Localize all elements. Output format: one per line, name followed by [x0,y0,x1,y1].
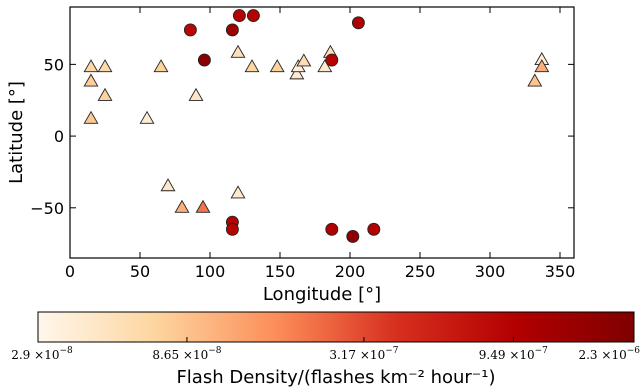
triangle-point [83,59,99,73]
y-tick-label: 50 [44,55,64,74]
triangle-point [269,59,285,73]
triangle-point [83,110,99,124]
triangle-point [97,87,113,101]
x-tick-label: 300 [475,262,506,281]
triangle-point [527,73,543,87]
y-axis-ticks: −50 0 50 [30,55,574,218]
circle-point [246,9,260,23]
colorbar-title: Flash Density/(flashes km⁻² hour⁻¹) [176,367,495,388]
data-points [83,9,550,243]
triangle-point [97,59,113,73]
plot-frame [69,6,575,259]
triangle-point [534,59,550,73]
y-tick-label: 0 [54,127,64,146]
x-tick-label: 200 [335,262,366,281]
triangle-point [174,199,190,213]
circle-point [183,23,197,37]
triangle-point [244,59,260,73]
colorbar-gradient [37,311,635,343]
triangle-point [195,199,211,213]
colorbar-tick-label: 9.49 ×10−7 [479,346,548,362]
x-tick-label: 250 [405,262,436,281]
x-tick-label: 100 [195,262,226,281]
triangle-point [230,185,246,199]
triangle-point [160,178,176,192]
circle-point [325,53,339,67]
triangle-point [317,59,333,73]
y-tick-label: −50 [30,199,64,218]
colorbar: 2.9 ×10−8 8.65 ×10−8 3.17 ×10−7 9.49 ×10−7 2… [11,311,640,362]
circle-point [232,9,246,23]
triangle-point [289,66,305,80]
y-axis-title: Latitude [°] [6,81,27,184]
x-axis-ticks: 0 50 100 150 200 250 300 350 [65,7,575,281]
triangle-point [139,110,155,124]
x-axis-title: Longitude [°] [263,284,381,305]
colorbar-ticks: 2.9 ×10−8 8.65 ×10−8 3.17 ×10−7 9.49 ×10−7 2… [11,337,640,362]
triangle-point [296,53,312,67]
triangle-point [153,59,169,73]
x-tick-label: 0 [65,262,75,281]
circle-point [367,222,381,236]
circle-point [351,16,365,30]
x-tick-label: 50 [130,262,150,281]
plot-area: 0 50 100 150 200 250 300 350 −50 0 50 [30,6,575,281]
circle-point [225,222,239,236]
triangle-point [83,73,99,87]
circle-point [225,23,239,37]
triangle-point [188,87,204,101]
circle-point [325,222,339,236]
colorbar-tick-label: 2.9 ×10−8 [11,346,73,362]
circle-point [197,53,211,67]
colorbar-tick-label: 2.3 ×10−6 [578,346,640,362]
colorbar-tick-label: 3.17 ×10−7 [329,346,398,362]
x-tick-label: 350 [545,262,576,281]
x-tick-label: 150 [265,262,296,281]
circle-point [346,230,360,243]
triangle-point [230,44,246,58]
colorbar-tick-label: 8.65 ×10−8 [152,346,221,362]
